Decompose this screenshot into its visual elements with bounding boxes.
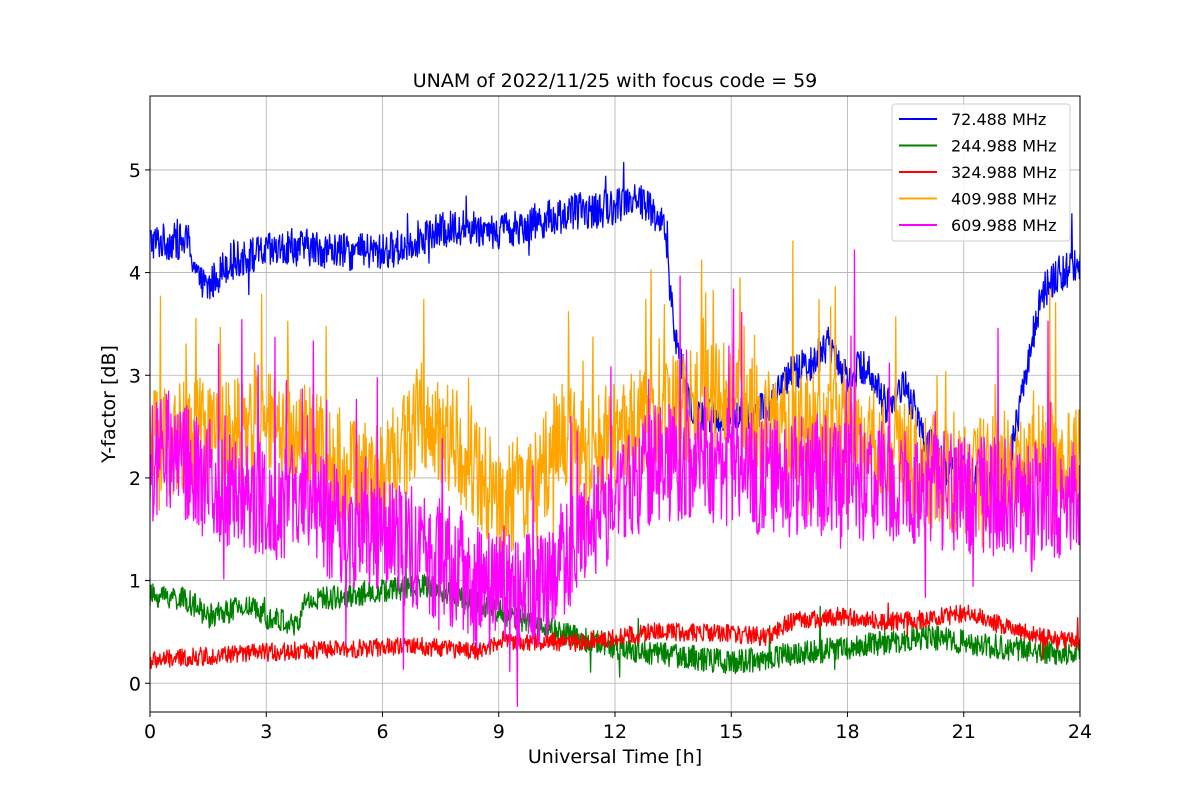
y-tick-label: 4 (129, 263, 141, 285)
legend-label-1: 244.988 MHz (951, 137, 1056, 156)
series-line-2 (150, 602, 1080, 670)
series-line-4 (150, 249, 1080, 708)
y-axis-label: Y-factor [dB] (98, 345, 120, 464)
legend-box (891, 103, 1071, 242)
legend-label-0: 72.488 MHz (951, 110, 1046, 129)
x-tick-label: 3 (260, 721, 272, 743)
series-line-1 (150, 544, 1080, 678)
x-tick-label: 21 (952, 721, 976, 743)
legend-label-3: 409.988 MHz (951, 190, 1056, 209)
y-tick-label: 2 (129, 468, 141, 490)
y-tick-label: 0 (129, 673, 141, 695)
chart-title: UNAM of 2022/11/25 with focus code = 59 (413, 70, 818, 92)
y-tick-label: 5 (129, 160, 141, 182)
x-tick-label: 6 (376, 721, 388, 743)
x-tick-label: 9 (493, 721, 505, 743)
legend-label-4: 609.988 MHz (951, 216, 1056, 235)
legend: 72.488 MHz 244.988 MHz 324.988 MHz 409.988 … (891, 103, 1071, 242)
x-tick-label: 18 (835, 721, 859, 743)
x-tick-label: 12 (603, 721, 627, 743)
series-line-3 (150, 240, 1080, 557)
legend-label-2: 324.988 MHz (951, 163, 1056, 182)
x-axis-label: Universal Time [h] (528, 746, 702, 768)
x-tick-label: 15 (719, 721, 743, 743)
x-tick-label: 0 (144, 721, 156, 743)
x-tick-label: 24 (1068, 721, 1092, 743)
y-tick-label: 3 (129, 365, 141, 387)
y-tick-label: 1 (129, 571, 141, 593)
